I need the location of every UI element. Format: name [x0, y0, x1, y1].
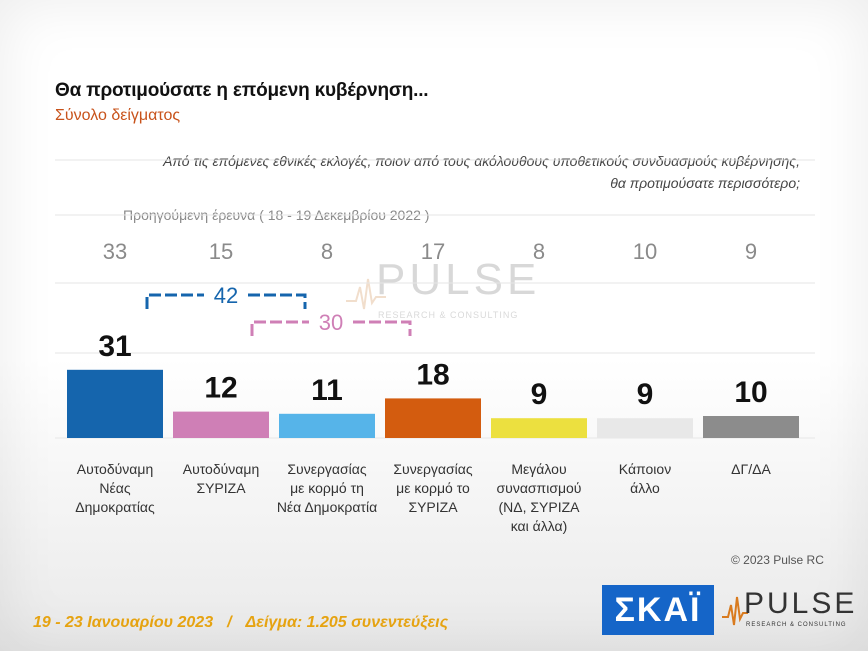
- previous-value-label: 33: [103, 239, 127, 264]
- category-label: ΔΓ/ΔΑ: [731, 461, 771, 477]
- bar-value-label: 18: [416, 358, 449, 391]
- previous-value-label: 8: [533, 239, 545, 264]
- pulse-wave-icon: [722, 596, 748, 626]
- survey-question: Από τις επόμενες εθνικές εκλογές, ποιον …: [163, 153, 800, 191]
- bracket-left: [145, 293, 204, 309]
- previous-value-label: 15: [209, 239, 233, 264]
- bar: [173, 411, 269, 438]
- pulse-logo-word: PULSE: [744, 587, 858, 620]
- bar-value-label: 11: [311, 374, 343, 407]
- bracket-left: [250, 320, 309, 336]
- copyright: © 2023 Pulse RC: [731, 553, 824, 567]
- category-label: συνασπισμού: [497, 480, 582, 496]
- previous-value-label: 17: [421, 239, 445, 264]
- skai-logo: ΣΚΑΪ: [602, 585, 714, 635]
- watermark-word: PULSE: [376, 255, 541, 304]
- category-label: Συνεργασίας: [393, 461, 472, 477]
- category-label: Μεγάλου: [511, 461, 566, 477]
- bar: [703, 416, 799, 438]
- bracket-sum-label: 30: [319, 310, 343, 335]
- bar: [385, 398, 481, 438]
- pulse-wave-icon: [346, 278, 386, 310]
- bar-value-label: 10: [734, 376, 767, 409]
- footer: 19 - 23 Ιανουαρίου 2023 / Δείγμα: 1.205 συ…: [33, 614, 448, 632]
- bar-value-label: 9: [637, 378, 654, 411]
- bracket-right: [353, 320, 412, 336]
- bar: [279, 413, 375, 438]
- category-label: ΣΥΡΙΖΑ: [196, 480, 246, 496]
- pulse-logo-tagline: RESEARCH & CONSULTING: [746, 622, 847, 628]
- bar: [597, 418, 693, 438]
- category-label: Δημοκρατίας: [75, 499, 155, 515]
- category-label: και άλλα): [511, 518, 568, 534]
- bracket-sum-label: 42: [214, 283, 238, 308]
- footer-separator: /: [227, 614, 232, 631]
- footer-sample: Δείγμα: 1.205 συνεντεύξεις: [245, 614, 449, 631]
- bracket-right: [248, 293, 307, 309]
- previous-value-label: 10: [633, 239, 657, 264]
- bar: [67, 369, 163, 438]
- previous-value-label: 8: [321, 239, 333, 264]
- previous-value-label: 9: [745, 239, 757, 264]
- pulse-logo: PULSE RESEARCH & CONSULTING: [722, 585, 854, 635]
- category-label: Κάποιον: [619, 461, 671, 477]
- bar-value-label: 31: [98, 330, 131, 363]
- category-label: Αυτοδύναμη: [77, 461, 154, 477]
- category-label: Συνεργασίας: [287, 461, 366, 477]
- bar-chart: 31 33 Αυτοδύναμη Νέας Δημοκρατίας 12 15 Αυτοδύν…: [67, 239, 799, 534]
- bar: [491, 418, 587, 438]
- watermark-tagline: RESEARCH & CONSULTING: [378, 310, 519, 320]
- category-label: με κορμό το: [396, 480, 470, 496]
- footer-dates: 19 - 23 Ιανουαρίου 2023: [33, 614, 214, 631]
- bar-value-label: 9: [531, 378, 548, 411]
- chart-title: Θα προτιμούσατε η επόμενη κυβέρνηση...: [55, 80, 429, 101]
- category-label: (ΝΔ, ΣΥΡΙΖΑ: [498, 499, 580, 515]
- category-label: Αυτοδύναμη: [183, 461, 260, 477]
- category-label: με κορμό τη: [290, 480, 364, 496]
- category-label: Νέα Δημοκρατία: [277, 499, 377, 515]
- pulse-watermark: PULSE RESEARCH & CONSULTING: [346, 255, 536, 325]
- bar-value-label: 12: [204, 372, 237, 405]
- category-label: ΣΥΡΙΖΑ: [408, 499, 458, 515]
- chart-subtitle: Σύνολο δείγματος: [55, 107, 181, 124]
- category-label: άλλο: [630, 480, 660, 496]
- category-label: Νέας: [99, 480, 130, 496]
